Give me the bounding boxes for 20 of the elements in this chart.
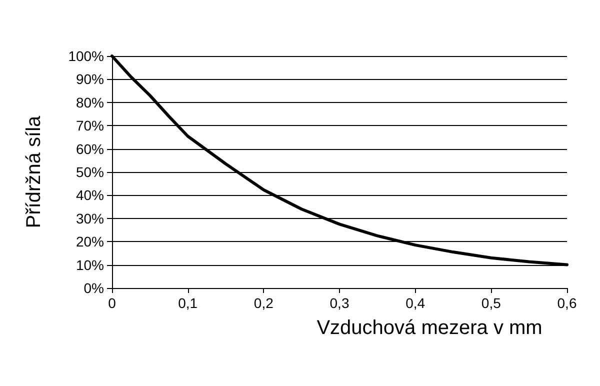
x-axis-title: Vzduchová mezera v mm (316, 317, 542, 339)
y-tick-label: 90% (76, 71, 104, 88)
x-tick-label: 0,3 (330, 295, 350, 311)
y-tick-label: 70% (76, 118, 104, 134)
x-tick-label: 0,2 (254, 295, 274, 311)
x-tick-label: 0 (108, 295, 116, 311)
x-tick-label: 0,4 (406, 295, 426, 311)
y-tick-label: 80% (76, 94, 104, 110)
y-tick-label: 60% (76, 140, 104, 157)
y-tick-label: 40% (76, 187, 104, 204)
y-tick-label: 30% (76, 210, 104, 226)
y-tick-label: 100% (68, 48, 104, 64)
y-tick-label: 20% (76, 234, 104, 250)
y-tick-label: 0% (84, 280, 104, 296)
y-axis-title: Přídržná síla (23, 114, 45, 228)
y-tick-label: 50% (76, 164, 104, 180)
x-tick-label: 0,6 (557, 295, 577, 311)
y-tick-label: 10% (76, 256, 104, 273)
x-tick-label: 0,1 (178, 295, 198, 311)
x-tick-label: 0,5 (481, 295, 502, 311)
